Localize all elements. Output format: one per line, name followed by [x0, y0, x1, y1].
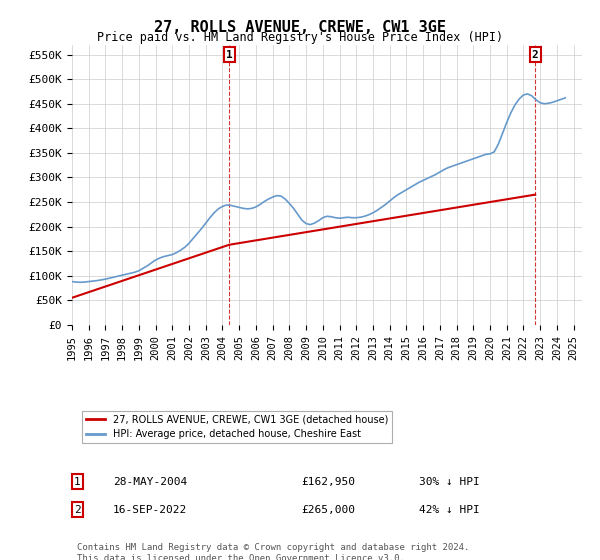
Text: Price paid vs. HM Land Registry's House Price Index (HPI): Price paid vs. HM Land Registry's House …: [97, 31, 503, 44]
Text: 28-MAY-2004: 28-MAY-2004: [113, 477, 187, 487]
Text: £162,950: £162,950: [302, 477, 355, 487]
Text: Contains HM Land Registry data © Crown copyright and database right 2024.
This d: Contains HM Land Registry data © Crown c…: [77, 543, 469, 560]
Text: £265,000: £265,000: [302, 505, 355, 515]
Text: 1: 1: [226, 50, 233, 59]
Text: 1: 1: [74, 477, 80, 487]
Text: 30% ↓ HPI: 30% ↓ HPI: [419, 477, 479, 487]
Text: 16-SEP-2022: 16-SEP-2022: [113, 505, 187, 515]
Text: 27, ROLLS AVENUE, CREWE, CW1 3GE: 27, ROLLS AVENUE, CREWE, CW1 3GE: [154, 20, 446, 35]
Text: 2: 2: [74, 505, 80, 515]
Legend: 27, ROLLS AVENUE, CREWE, CW1 3GE (detached house), HPI: Average price, detached : 27, ROLLS AVENUE, CREWE, CW1 3GE (detach…: [82, 410, 392, 443]
Text: 2: 2: [532, 50, 539, 59]
Text: 42% ↓ HPI: 42% ↓ HPI: [419, 505, 479, 515]
